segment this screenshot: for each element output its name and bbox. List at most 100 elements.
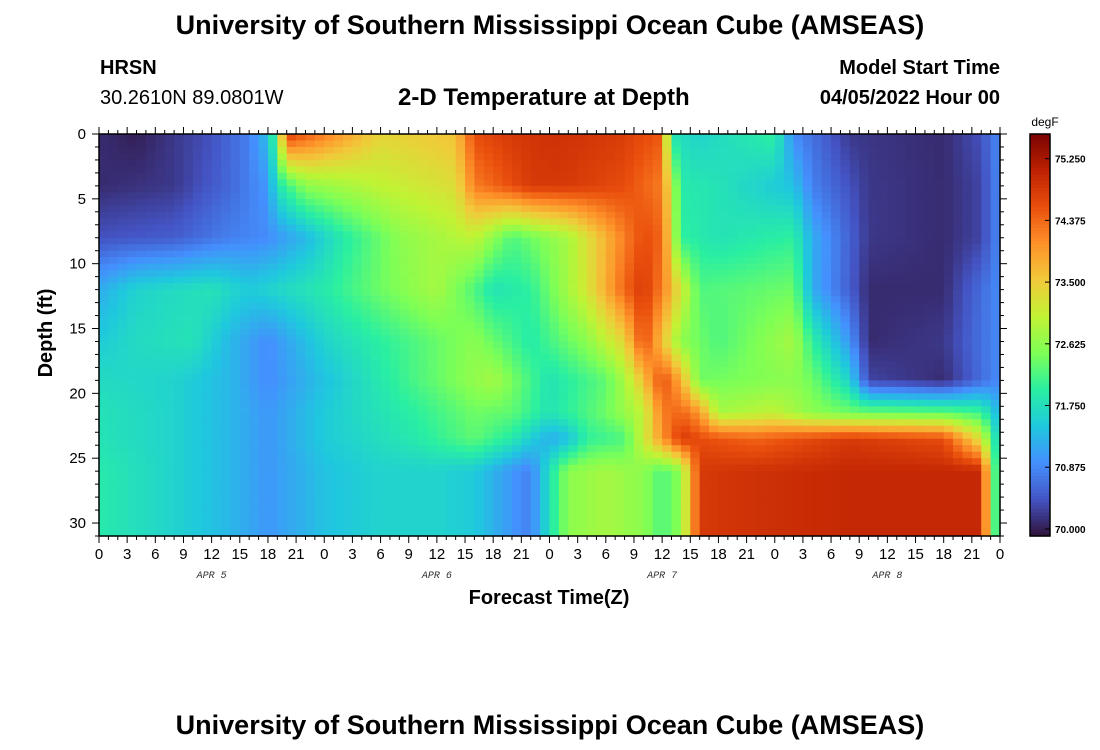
heatmap-cell xyxy=(962,419,973,427)
heatmap-cell xyxy=(934,257,945,265)
heatmap-cell xyxy=(746,231,757,239)
heatmap-cell xyxy=(183,166,194,174)
heatmap-cell xyxy=(915,419,926,427)
heatmap-cell xyxy=(680,406,691,414)
heatmap-cell xyxy=(662,276,673,284)
heatmap-cell xyxy=(990,373,1001,381)
heatmap-cell xyxy=(540,283,551,291)
heatmap-cell xyxy=(643,367,654,375)
heatmap-cell xyxy=(230,399,241,407)
heatmap-cell xyxy=(380,347,391,356)
heatmap-cell xyxy=(906,419,917,427)
heatmap-cell xyxy=(568,159,579,168)
heatmap-cell xyxy=(821,172,832,180)
heatmap-cell xyxy=(136,270,147,278)
heatmap-cell xyxy=(587,432,598,440)
footer-title: University of Southern Mississippi Ocean… xyxy=(175,710,925,740)
heatmap-cell xyxy=(765,432,776,440)
heatmap-cell xyxy=(408,231,419,239)
heatmap-cell xyxy=(934,360,945,369)
heatmap-cell xyxy=(849,360,860,369)
heatmap-cell xyxy=(662,146,673,155)
heatmap-cell xyxy=(324,185,335,193)
heatmap-cell xyxy=(427,276,438,284)
heatmap-cell xyxy=(211,425,222,433)
heatmap-cell xyxy=(615,205,626,213)
heatmap-cell xyxy=(465,451,476,459)
heatmap-cell xyxy=(371,159,382,168)
heatmap-cell xyxy=(399,328,410,336)
heatmap-cell xyxy=(868,438,879,446)
heatmap-cell xyxy=(183,322,194,330)
heatmap-cell xyxy=(605,185,616,193)
heatmap-cell xyxy=(624,432,635,440)
heatmap-cell xyxy=(577,341,588,349)
heatmap-cell xyxy=(943,205,954,213)
heatmap-cell xyxy=(915,367,926,375)
heatmap-cell xyxy=(746,192,757,200)
heatmap-cell xyxy=(577,224,588,232)
heatmap-cell xyxy=(389,179,400,187)
heatmap-cell xyxy=(399,425,410,433)
heatmap-cell xyxy=(136,166,147,174)
heatmap-cell xyxy=(643,309,654,317)
heatmap-cell xyxy=(540,451,551,459)
heatmap-cell xyxy=(324,276,335,284)
heatmap-cell xyxy=(690,224,701,232)
heatmap-cell xyxy=(239,302,250,310)
heatmap-cell xyxy=(324,302,335,310)
heatmap-cell xyxy=(737,425,748,433)
heatmap-cell xyxy=(859,276,870,284)
heatmap-cell xyxy=(840,140,851,148)
heatmap-cell xyxy=(746,179,757,187)
heatmap-cell xyxy=(127,296,138,304)
heatmap-cell xyxy=(474,335,485,343)
heatmap-cell xyxy=(314,328,325,336)
heatmap-cell xyxy=(361,458,372,466)
heatmap-cell xyxy=(117,341,128,349)
heatmap-cell xyxy=(483,244,494,252)
heatmap-cell xyxy=(352,354,363,362)
heatmap-cell xyxy=(718,153,729,161)
heatmap-cell xyxy=(155,360,166,369)
heatmap-cell xyxy=(718,270,729,278)
heatmap-cell xyxy=(699,159,710,168)
heatmap-cell xyxy=(765,289,776,297)
heatmap-cell xyxy=(474,315,485,323)
heatmap-cell xyxy=(652,283,663,291)
heatmap-cell xyxy=(962,166,973,174)
heatmap-cell xyxy=(380,140,391,148)
heatmap-cell xyxy=(99,451,109,459)
heatmap-cell xyxy=(549,198,560,206)
heatmap-cell xyxy=(831,354,842,362)
heatmap-cell xyxy=(465,393,476,401)
heatmap-cell xyxy=(699,172,710,180)
heatmap-cell xyxy=(249,270,260,278)
heatmap-cell xyxy=(896,458,907,466)
heatmap-cell xyxy=(502,250,513,258)
heatmap-cell xyxy=(549,347,560,356)
heatmap-cell xyxy=(699,328,710,336)
heatmap-cell xyxy=(286,367,297,375)
heatmap-cell xyxy=(249,354,260,362)
heatmap-cell xyxy=(333,360,344,369)
heatmap-cell xyxy=(981,425,992,433)
heatmap-cell xyxy=(361,237,372,245)
heatmap-cell xyxy=(953,159,964,168)
heatmap-cell xyxy=(671,224,682,232)
chart-subtitle: 2-D Temperature at Depth xyxy=(398,84,690,111)
heatmap-cell xyxy=(399,276,410,284)
heatmap-cell xyxy=(99,302,109,310)
heatmap-cell xyxy=(587,237,598,245)
heatmap-cell xyxy=(352,205,363,213)
heatmap-cell xyxy=(652,425,663,433)
heatmap-cell xyxy=(164,205,175,213)
heatmap-cell xyxy=(230,309,241,317)
heatmap-cell xyxy=(859,224,870,232)
heatmap-cell xyxy=(286,166,297,174)
heatmap-cell xyxy=(352,198,363,206)
heatmap-cell xyxy=(596,386,607,394)
heatmap-cell xyxy=(127,419,138,427)
heatmap-cell xyxy=(361,159,372,168)
heatmap-cell xyxy=(155,283,166,291)
